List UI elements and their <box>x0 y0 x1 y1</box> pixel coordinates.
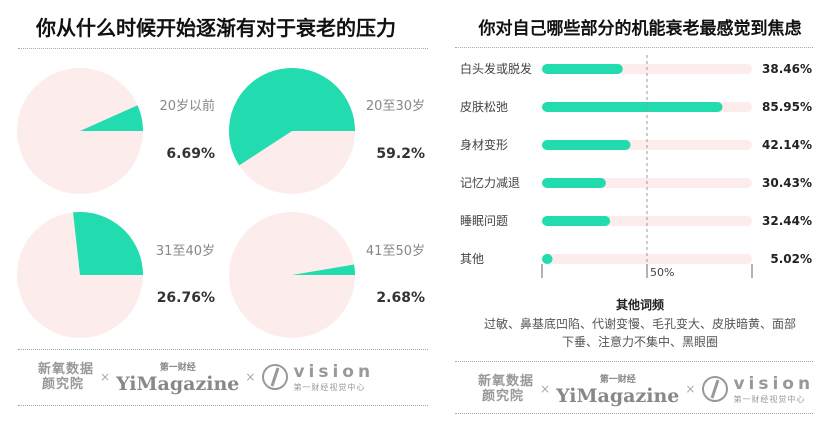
pie-4: 41至50岁 2.68% <box>229 212 425 338</box>
bar <box>542 216 611 226</box>
yimagazine-logo: 第一财经 YiMagazine <box>116 360 239 395</box>
bar-value-label: 38.46% <box>762 62 812 76</box>
vision-logo-icon <box>702 376 729 402</box>
yimagazine-logo-small: 第一财经 <box>599 374 636 385</box>
bar-value-label: 5.02% <box>770 252 812 266</box>
bar-row: 其他 5.02% <box>460 252 812 266</box>
bar <box>542 178 606 188</box>
pie-slice <box>73 212 143 275</box>
pie-slice-label: 20至30岁 <box>366 99 425 114</box>
yimagazine-logo-big: YiMagazine <box>556 384 680 407</box>
bar-row: 记忆力减退 30.43% <box>460 176 812 190</box>
bar <box>542 64 623 74</box>
right-footer-divider-top <box>455 361 813 362</box>
right-footer-logos: 新氧数据 颜究院 × 第一财经 YiMagazine × vision 第一财经… <box>478 366 814 412</box>
bar-row: 白头发或脱发 38.46% <box>460 61 812 76</box>
pie-slice-label: 41至50岁 <box>366 244 425 259</box>
pie-2: 20至30岁 59.2% <box>229 68 425 194</box>
pie-slice-label: 20岁以前 <box>159 98 215 114</box>
bar-value-label: 85.95% <box>762 100 812 114</box>
right-chart-title: 你对自己哪些部分的机能衰老最感觉到焦虑 <box>478 19 802 39</box>
pie-slice <box>292 264 355 275</box>
vision-logo-text: vision <box>733 373 815 394</box>
separator-x: × <box>540 382 551 396</box>
bar-category-label: 身材变形 <box>460 137 508 152</box>
soyoung-logo-line2: 颜究院 <box>482 389 525 404</box>
yimagazine-logo: 第一财经 YiMagazine <box>556 372 679 407</box>
vision-logo: vision 第一财经视觉中心 <box>701 374 814 405</box>
reference-line-label: 50% <box>650 266 674 279</box>
yimagazine-logo-big: YiMagazine <box>116 372 240 395</box>
pie-slice-value: 26.76% <box>157 290 215 306</box>
pie-slice <box>80 105 143 131</box>
bar-category-label: 皮肤松弛 <box>460 99 508 114</box>
pie-slice-value: 59.2% <box>376 146 425 162</box>
left-footer-divider-bottom <box>18 405 428 406</box>
bar-chart: 白头发或脱发 38.46% 皮肤松弛 85.95% 身材变形 42.14% 记忆力减退 30.… <box>460 55 812 279</box>
pie-slice-label: 31至40岁 <box>156 244 215 259</box>
vision-logo-text: vision <box>293 361 375 382</box>
bar-value-label: 42.14% <box>762 138 812 152</box>
bar-row: 睡眠问题 32.44% <box>460 214 812 228</box>
pie-slice-value: 2.68% <box>376 290 425 306</box>
bar-value-label: 32.44% <box>762 214 812 228</box>
vision-logo-subtext: 第一财经视觉中心 <box>293 382 366 392</box>
bar-category-label: 睡眠问题 <box>460 214 508 228</box>
vision-logo: vision 第一财经视觉中心 <box>261 362 374 393</box>
other-words-text: 过敏、鼻基底凹陷、代谢变慢、毛孔变大、皮肤暗黄、面部下垂、注意力不集中、黑眼圈 <box>483 317 796 349</box>
pie-3: 31至40岁 26.76% <box>17 212 215 338</box>
soyoung-logo-line2: 颜究院 <box>42 377 85 392</box>
other-words-title: 其他词频 <box>615 298 664 312</box>
separator-x: × <box>245 370 256 384</box>
left-footer-logos: 新氧数据 颜究院 × 第一财经 YiMagazine × vision 第一财经… <box>38 354 374 400</box>
vision-logo-subtext: 第一财经视觉中心 <box>733 394 806 404</box>
left-title-divider <box>18 48 428 49</box>
soyoung-logo: 新氧数据 颜究院 <box>478 374 534 404</box>
bar <box>542 254 553 264</box>
left-chart-title: 你从什么时候开始逐渐有对于衰老的压力 <box>36 16 396 40</box>
pie-1: 20岁以前 6.69% <box>17 68 215 194</box>
pie-slice <box>229 68 355 166</box>
left-footer-divider-top <box>18 349 428 350</box>
bar <box>542 102 723 112</box>
pie-slice-value: 6.69% <box>166 146 215 162</box>
bar-value-label: 30.43% <box>762 176 812 190</box>
soyoung-logo-line1: 新氧数据 <box>478 374 535 389</box>
yimagazine-logo-small: 第一财经 <box>159 362 196 373</box>
bar-category-label: 其他 <box>460 252 484 266</box>
bar-row: 皮肤松弛 85.95% <box>460 99 812 114</box>
bar-row: 身材变形 42.14% <box>460 137 812 152</box>
vision-logo-icon <box>262 364 289 390</box>
pie-charts: 20岁以前 6.69% 20至30岁 59.2% 31至40岁 26.76% 41至50岁 2… <box>17 68 425 338</box>
separator-x: × <box>100 370 111 384</box>
right-title-divider <box>455 47 813 48</box>
soyoung-logo-line1: 新氧数据 <box>38 362 95 377</box>
bar-category-label: 记忆力减退 <box>460 176 520 190</box>
bar-category-label: 白头发或脱发 <box>460 61 532 76</box>
separator-x: × <box>685 382 696 396</box>
right-footer-divider-bottom <box>455 413 813 414</box>
soyoung-logo: 新氧数据 颜究院 <box>38 362 94 392</box>
bar <box>542 140 631 150</box>
